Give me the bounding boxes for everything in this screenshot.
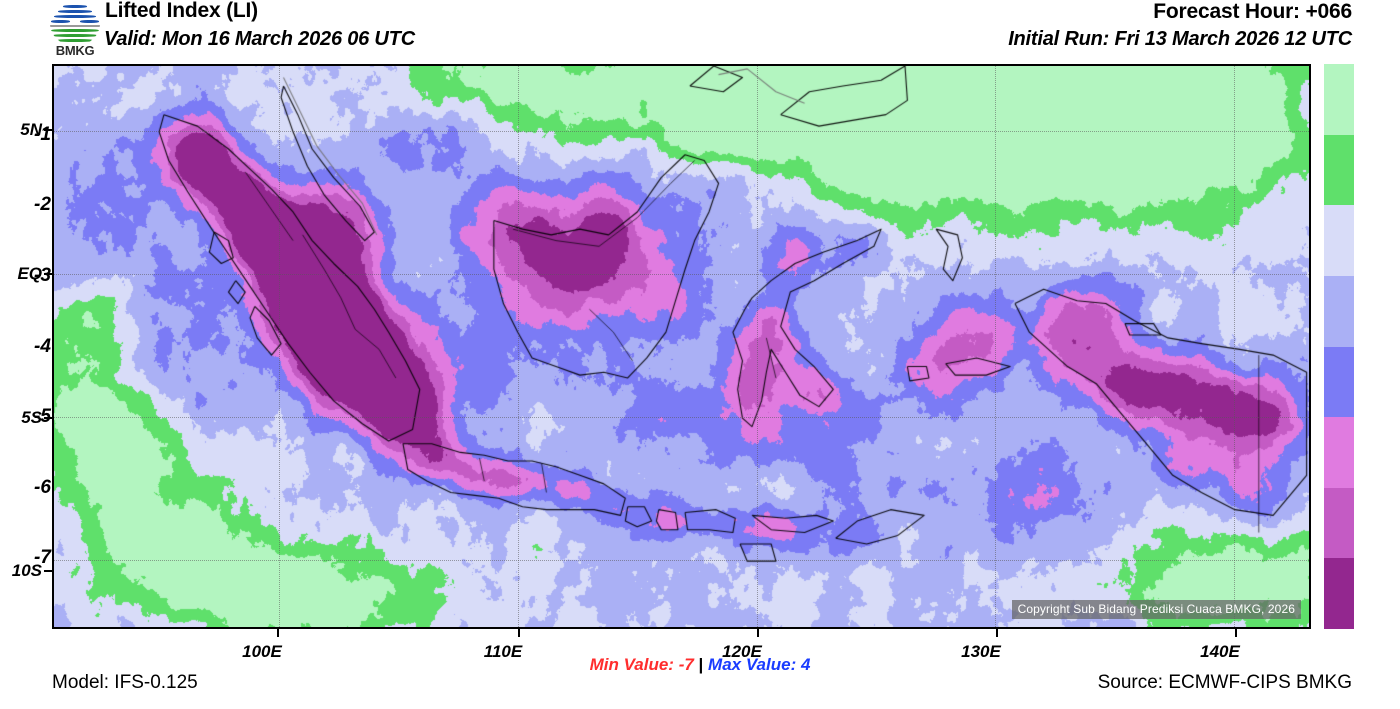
x-tick-mark-110e xyxy=(518,629,520,637)
colorbar-band-6 xyxy=(1324,487,1354,559)
lifted-index-heatmap xyxy=(54,66,1309,627)
x-tick-label-130e: 130E xyxy=(961,642,1001,661)
colorbar-band-7 xyxy=(1324,558,1354,629)
forecast-hour-label: Forecast Hour: +066 xyxy=(1153,0,1352,23)
copyright-watermark: Copyright Sub Bidang Prediksi Cuaca BMKG… xyxy=(1011,600,1301,619)
colorbar xyxy=(1324,64,1354,629)
colorbar-tick-neg1: -1 xyxy=(34,123,51,145)
x-tick-mark-130e xyxy=(996,629,998,637)
x-tick-label-110e: 110E xyxy=(483,642,523,661)
x-tick-label-100e: 100E xyxy=(242,642,282,661)
bmkg-logo: BMKG xyxy=(44,1,106,61)
min-value-label: Min Value: -7 xyxy=(589,655,694,674)
colorbar-tick-neg7: -7 xyxy=(34,547,51,569)
colorbar-band-3 xyxy=(1324,275,1354,347)
colorbar-tick-neg5: -5 xyxy=(34,406,51,428)
x-tick-mark-100e xyxy=(277,629,279,637)
y-tick-mark-5s xyxy=(44,417,52,419)
bmkg-logo-disc xyxy=(50,1,100,46)
colorbar-band-0 xyxy=(1324,64,1354,135)
valid-time-label: Valid: Mon 16 March 2026 06 UTC xyxy=(104,28,415,50)
colorbar-band-4 xyxy=(1324,346,1354,418)
colorbar-tick-neg3: -3 xyxy=(34,264,51,286)
y-tick-label-5s: 5S xyxy=(21,408,42,427)
colorbar-tick-neg2: -2 xyxy=(34,194,51,216)
x-tick-label-140e: 140E xyxy=(1200,642,1240,661)
colorbar-band-2 xyxy=(1324,205,1354,276)
map-panel[interactable]: Copyright Sub Bidang Prediksi Cuaca BMKG… xyxy=(52,64,1311,629)
model-label: Model: IFS-0.125 xyxy=(52,672,198,693)
initial-run-label: Initial Run: Fri 13 March 2026 12 UTC xyxy=(1008,28,1352,50)
bmkg-logo-text: BMKG xyxy=(55,43,95,58)
x-tick-label-120e: 120E xyxy=(722,642,762,661)
y-tick-mark-eq xyxy=(44,273,52,275)
colorbar-tick-neg6: -6 xyxy=(34,476,51,498)
x-tick-mark-140e xyxy=(1235,629,1237,637)
min-max-value-label: Min Value: -7 | Max Value: 4 xyxy=(0,655,1400,675)
page-title: Lifted Index (LI) xyxy=(105,0,258,22)
y-tick-label-5n: 5N xyxy=(20,120,42,139)
y-tick-mark-10s xyxy=(44,570,52,572)
x-tick-mark-120e xyxy=(757,629,759,637)
colorbar-band-5 xyxy=(1324,417,1354,488)
source-label: Source: ECMWF-CIPS BMKG xyxy=(1097,672,1352,693)
y-tick-mark-5n xyxy=(44,129,52,131)
y-tick-label-10s: 10S xyxy=(11,561,42,580)
min-max-separator: | xyxy=(698,655,704,674)
y-tick-label-eq: EQ xyxy=(17,264,42,283)
header: BMKG Lifted Index (LI) Valid: Mon 16 Mar… xyxy=(0,0,1400,62)
colorbar-band-1 xyxy=(1324,134,1354,206)
colorbar-tick-neg4: -4 xyxy=(34,335,51,357)
max-value-label: Max Value: 4 xyxy=(708,655,811,674)
